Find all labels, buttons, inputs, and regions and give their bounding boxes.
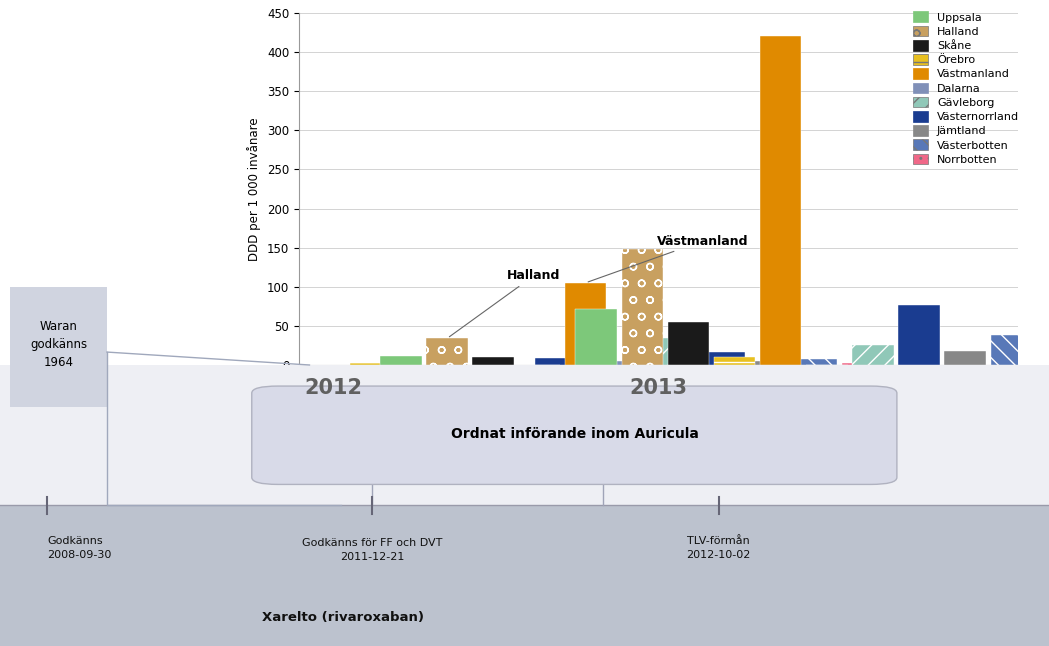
Bar [944, 351, 986, 365]
Bar [703, 353, 745, 365]
Bar [795, 359, 837, 365]
Text: Waran
godkänns
1964: Waran godkänns 1964 [30, 320, 87, 370]
Bar [759, 36, 801, 365]
FancyBboxPatch shape [0, 505, 1049, 646]
Bar [852, 346, 894, 365]
Bar [713, 357, 755, 365]
Bar [535, 358, 576, 365]
Text: Västmanland: Västmanland [588, 234, 748, 282]
Text: Kvartal 2: Kvartal 2 [436, 380, 490, 393]
Bar [621, 249, 663, 365]
FancyBboxPatch shape [6, 283, 111, 412]
Text: TLV-förmån
2012-10-02: TLV-förmån 2012-10-02 [686, 536, 751, 559]
Bar [426, 339, 468, 365]
Text: Godkänns för FF och DVT
2011-12-21: Godkänns för FF och DVT 2011-12-21 [302, 539, 443, 563]
Text: Ordnat införande inom Auricula: Ordnat införande inom Auricula [451, 427, 699, 441]
Bar [749, 361, 791, 365]
Text: Kvartal 4: Kvartal 4 [605, 380, 659, 393]
Text: Halland: Halland [449, 269, 561, 337]
FancyBboxPatch shape [0, 365, 1049, 505]
Bar [258, 362, 299, 365]
Bar [472, 357, 514, 365]
Bar [380, 355, 422, 365]
Text: Godkänns
2008-09-30: Godkänns 2008-09-30 [47, 536, 111, 559]
Text: Kvartal 2: Kvartal 2 [800, 380, 854, 393]
Legend: Uppsala, Halland, Skåne, Örebro, Västmanland, Dalarna, Gävleborg, Västernorrland: Uppsala, Halland, Skåne, Örebro, Västman… [913, 12, 1020, 165]
Bar [673, 362, 714, 365]
FancyBboxPatch shape [252, 386, 897, 484]
Text: 2013: 2013 [629, 378, 688, 398]
Bar [627, 362, 668, 365]
Bar [576, 309, 617, 365]
Text: 2012: 2012 [304, 378, 363, 398]
Bar [350, 362, 391, 365]
Bar [1036, 355, 1049, 365]
Bar [841, 364, 883, 365]
Y-axis label: DDD per 1 000 invånare: DDD per 1 000 invånare [248, 117, 261, 261]
Bar [564, 283, 606, 365]
Bar [657, 339, 699, 365]
Text: Xarelto (rivaroxaban): Xarelto (rivaroxaban) [262, 611, 424, 625]
Bar [667, 322, 709, 365]
Bar [581, 362, 622, 365]
Bar [898, 305, 940, 365]
Bar [212, 357, 253, 365]
Bar [990, 335, 1032, 365]
Bar [611, 361, 652, 365]
